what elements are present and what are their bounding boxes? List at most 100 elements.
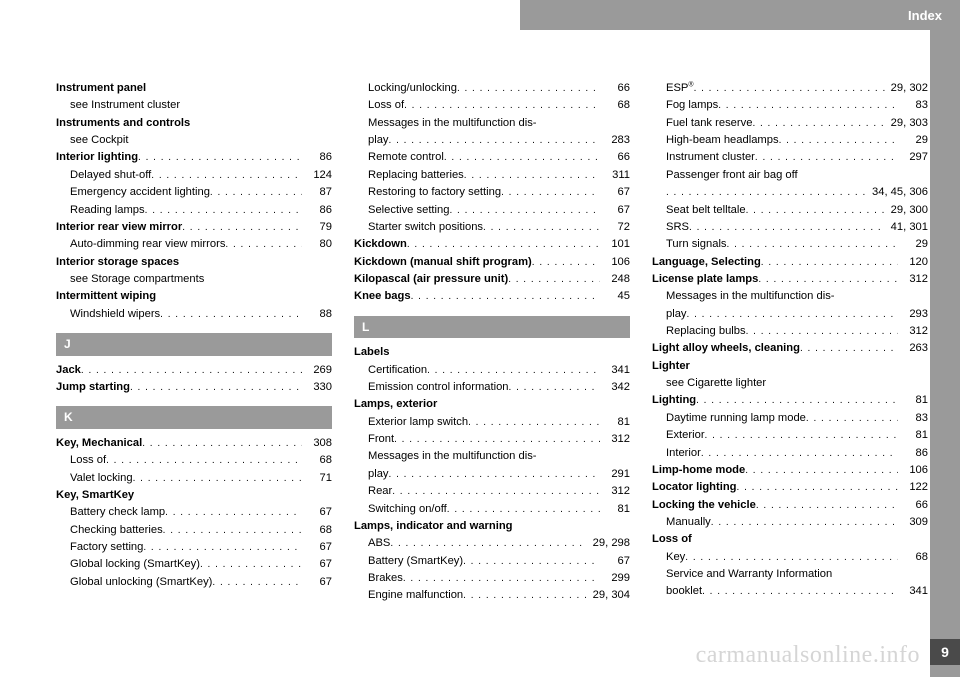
index-entry: Front312 xyxy=(354,431,630,448)
index-entry: Reading lamps86 xyxy=(56,202,332,219)
index-entry: Fuel tank reserve29, 303 xyxy=(652,115,928,132)
index-entry: Kilopascal (air pressure unit)248 xyxy=(354,271,630,288)
entry-page: 120 xyxy=(898,254,928,271)
entry-label: Key xyxy=(666,549,685,566)
entry-label: Instruments and controls xyxy=(56,115,190,132)
index-entry: Certification341 xyxy=(354,362,630,379)
entry-page: 341 xyxy=(600,362,630,379)
index-entry: Switching on/off81 xyxy=(354,501,630,518)
index-entry: Labels xyxy=(354,344,630,361)
index-entry: booklet341 xyxy=(652,583,928,600)
entry-dots xyxy=(835,288,928,305)
entry-page: 67 xyxy=(302,556,332,573)
entry-dots xyxy=(81,362,302,379)
entry-dots xyxy=(745,462,898,479)
index-entry: Global unlocking (SmartKey)67 xyxy=(56,574,332,591)
index-entry: Starter switch positions72 xyxy=(354,219,630,236)
entry-page: 86 xyxy=(302,149,332,166)
entry-label: SRS xyxy=(666,219,689,236)
entry-label: Jack xyxy=(56,362,81,379)
entry-dots xyxy=(390,535,586,552)
section-letter: J xyxy=(56,333,332,356)
entry-label: Lighting xyxy=(652,392,696,409)
entry-label: Messages in the multifunction dis- xyxy=(368,448,537,465)
entry-page: 67 xyxy=(600,202,630,219)
entry-dots xyxy=(182,219,302,236)
index-entry: Checking batteries68 xyxy=(56,522,332,539)
entry-dots xyxy=(752,115,884,132)
entry-label: Passenger front air bag off xyxy=(666,167,798,184)
index-entry: Global locking (SmartKey) 67 xyxy=(56,556,332,573)
index-entry: Battery (SmartKey)67 xyxy=(354,553,630,570)
index-entry: play283 xyxy=(354,132,630,149)
entry-label: Exterior lamp switch xyxy=(368,414,468,431)
index-entry: Lamps, indicator and warning xyxy=(354,518,630,535)
entry-dots xyxy=(389,466,600,483)
entry-page: 312 xyxy=(898,323,928,340)
index-entry: see Cockpit xyxy=(56,132,332,149)
index-entry: Kickdown101 xyxy=(354,236,630,253)
entry-label: Reading lamps xyxy=(70,202,145,219)
entry-dots xyxy=(128,132,332,149)
entry-label: ESP® xyxy=(666,80,694,97)
entry-page: 34, 45, 306 xyxy=(866,184,928,201)
index-entry: Instrument panel xyxy=(56,80,332,97)
index-entry: Key, Mechanical308 xyxy=(56,435,332,452)
index-entry: Brakes299 xyxy=(354,570,630,587)
entry-dots xyxy=(389,344,630,361)
index-entry: Emergency accident lighting87 xyxy=(56,184,332,201)
entry-label: Engine malfunction xyxy=(368,587,463,604)
entry-page: 299 xyxy=(600,570,630,587)
entry-dots xyxy=(806,410,898,427)
entry-dots xyxy=(758,271,898,288)
entry-label: Emergency accident lighting xyxy=(70,184,210,201)
entry-dots xyxy=(200,556,302,573)
entry-dots xyxy=(212,574,302,591)
entry-dots xyxy=(160,306,302,323)
entry-page: 67 xyxy=(302,574,332,591)
entry-page: 81 xyxy=(898,392,928,409)
entry-dots xyxy=(457,80,600,97)
entry-label: Manually xyxy=(666,514,711,531)
entry-page: 86 xyxy=(898,445,928,462)
entry-label: Switching on/off xyxy=(368,501,447,518)
entry-label: see Cockpit xyxy=(70,132,128,149)
entry-label: Battery (SmartKey) xyxy=(368,553,463,570)
entry-label: Global locking (SmartKey) xyxy=(70,556,200,573)
entry-dots xyxy=(142,435,302,452)
entry-page: 68 xyxy=(302,452,332,469)
entry-page: 45 xyxy=(600,288,630,305)
index-entry: Seat belt telltale29, 300 xyxy=(652,202,928,219)
entry-dots xyxy=(737,479,898,496)
entry-label: Interior rear view mirror xyxy=(56,219,182,236)
section-letter: L xyxy=(354,316,630,339)
entry-label: Fuel tank reserve xyxy=(666,115,752,132)
right-strip xyxy=(930,0,960,677)
entry-dots xyxy=(755,149,898,166)
entry-label: Messages in the multifunction dis- xyxy=(368,115,537,132)
entry-dots xyxy=(138,149,302,166)
index-entry: Turn signals29 xyxy=(652,236,928,253)
index-entry: Instruments and controls xyxy=(56,115,332,132)
entry-page: 283 xyxy=(600,132,630,149)
entry-page: 68 xyxy=(898,549,928,566)
index-column: Locking/unlocking66Loss of68Messages in … xyxy=(354,80,630,605)
entry-page: 341 xyxy=(898,583,928,600)
entry-dots xyxy=(447,501,600,518)
entry-dots xyxy=(711,514,898,531)
entry-dots xyxy=(411,288,600,305)
entry-page: 66 xyxy=(600,80,630,97)
entry-dots xyxy=(404,97,600,114)
index-entry: Jack269 xyxy=(56,362,332,379)
entry-label: Light alloy wheels, cleaning xyxy=(652,340,800,357)
entry-page: 248 xyxy=(600,271,630,288)
page-number: 9 xyxy=(930,639,960,665)
entry-page: 79 xyxy=(302,219,332,236)
entry-label: High-beam headlamps xyxy=(666,132,779,149)
entry-label: Replacing bulbs xyxy=(666,323,746,340)
entry-label: see Cigarette lighter xyxy=(666,375,766,392)
entry-dots xyxy=(145,202,302,219)
entry-dots xyxy=(106,452,302,469)
entry-label: Locking the vehicle xyxy=(652,497,756,514)
entry-page: 308 xyxy=(302,435,332,452)
